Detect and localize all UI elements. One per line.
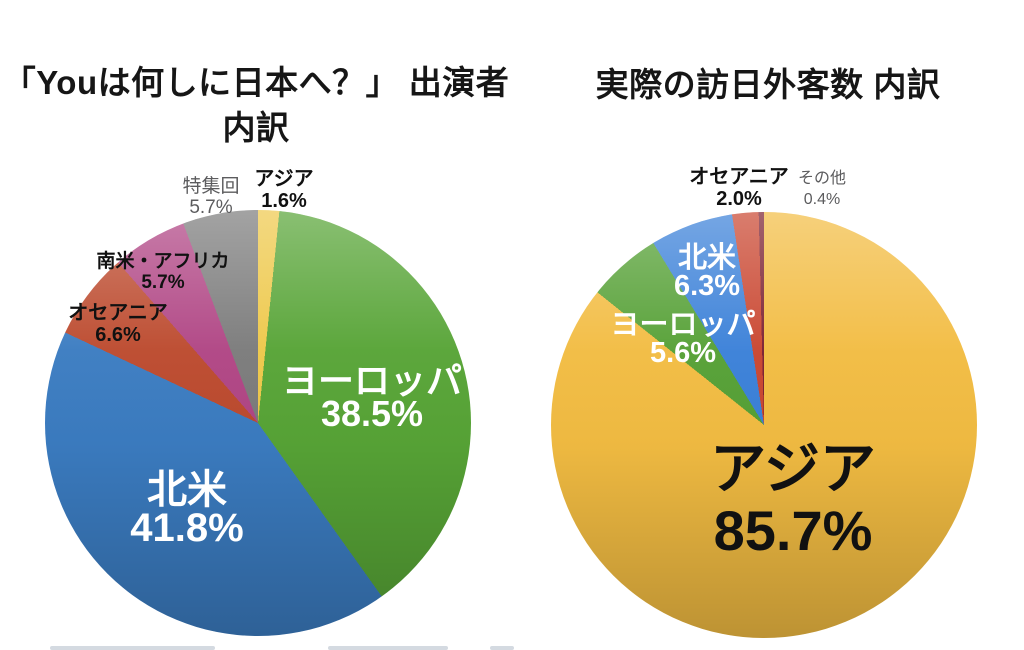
- right-label-oceania: オセアニア 2.0%: [689, 166, 789, 210]
- right-chart-title-line1: 実際の訪日外客数 内訳: [595, 66, 941, 103]
- slice-value-label: 6.6%: [95, 324, 141, 346]
- slice-category-label: 特集回: [182, 176, 240, 197]
- slice-value-label: 1.6%: [261, 190, 307, 212]
- cropped-caption-fragment: [328, 646, 448, 650]
- left-chart-title-line2: 出演者 内訳: [222, 64, 510, 146]
- slice-value-label: 5.7%: [141, 272, 185, 293]
- left-label-asia: アジア 1.6%: [254, 168, 313, 212]
- left-pie: [45, 210, 471, 636]
- cropped-caption-fragment: [490, 646, 514, 650]
- slice-value-label: 0.4%: [803, 191, 841, 208]
- right-label-asia: アジア 85.7%: [710, 438, 876, 562]
- right-label-other: その他 0.4%: [798, 168, 846, 210]
- slice-value-label: 41.8%: [130, 506, 244, 550]
- left-label-south-america-africa: 南米・アフリカ 5.7%: [96, 251, 229, 293]
- slice-category-label: アジア: [254, 168, 314, 190]
- slice-value-label: 2.0%: [716, 188, 762, 210]
- right-chart-title: 実際の訪日外客数 内訳: [512, 62, 1024, 107]
- slice-value-label: 85.7%: [713, 499, 873, 562]
- slice-category-label: オセアニア: [68, 302, 168, 324]
- slice-category-label: ヨーロッパ: [610, 309, 756, 341]
- left-chart-title: 「Youは何しに日本へ？」 出演者 内訳: [0, 60, 512, 150]
- slice-value-label: 6.3%: [673, 270, 741, 302]
- slice-category-label: アジア: [710, 437, 876, 500]
- slice-value-label: 5.7%: [189, 197, 233, 218]
- slice-category-label: 北米: [677, 242, 737, 274]
- slice-category-label: オセアニア: [689, 166, 789, 188]
- left-label-oceania: オセアニア 6.6%: [68, 302, 168, 346]
- right-pie: [551, 212, 977, 638]
- left-chart-title-line1: 「Youは何しに日本へ？」: [2, 64, 400, 101]
- slice-value-label: 5.6%: [649, 337, 717, 369]
- slice-category-label: その他: [797, 170, 847, 187]
- slice-category-label: ヨーロッパ: [281, 360, 463, 401]
- right-label-north-america: 北米 6.3%: [673, 242, 741, 302]
- left-label-north-america: 北米 41.8%: [130, 468, 244, 550]
- slice-category-label: 南米・アフリカ: [96, 251, 230, 272]
- cropped-caption-fragment: [50, 646, 215, 650]
- slice-value-label: 38.5%: [320, 393, 424, 434]
- left-label-special-episodes: 特集回 5.7%: [182, 176, 239, 218]
- left-label-europe: ヨーロッパ 38.5%: [281, 360, 463, 434]
- slice-category-label: 北米: [146, 468, 227, 512]
- right-label-europe: ヨーロッパ 5.6%: [610, 309, 756, 369]
